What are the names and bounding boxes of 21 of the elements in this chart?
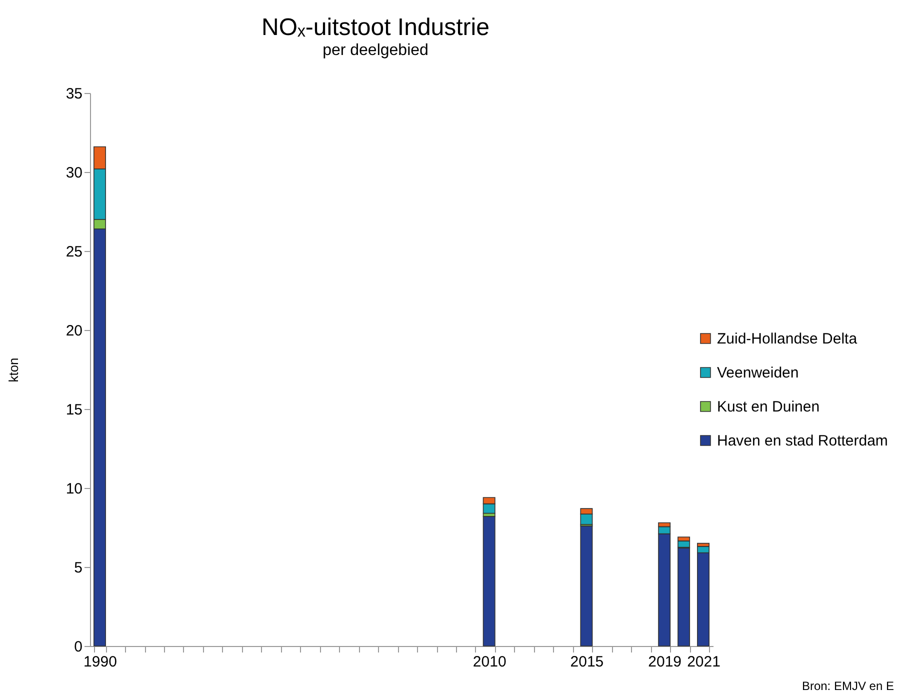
x-tick-label: 2019 — [648, 654, 682, 670]
text: Bron: EMJV en E — [802, 679, 894, 693]
y-tick-label: 20 — [66, 322, 82, 340]
legend-label: Kust en Duinen — [717, 398, 820, 416]
x-tick-label: 2010 — [472, 654, 506, 670]
y-tick-label: 25 — [66, 244, 82, 260]
legend-label: Zuid-Hollandse Delta — [717, 330, 858, 348]
y-tick-label: 15 — [66, 402, 82, 418]
chart-subtitle: per deelgebied — [322, 42, 428, 59]
y-tick-label: 0 — [74, 638, 82, 656]
y-tick-label: 30 — [66, 164, 82, 182]
y-axis-title: kton — [6, 358, 21, 382]
x-tick-label: 1990 — [84, 654, 117, 670]
x-tick-label: 2021 — [687, 654, 720, 670]
y-tick-label: 5 — [74, 560, 82, 576]
x-tick-label: 2015 — [570, 654, 604, 670]
legend-label: Veenweiden — [717, 364, 799, 382]
y-tick-label: 10 — [66, 480, 82, 498]
chart-title: NOₓ-uitstoot Industrie — [262, 14, 490, 41]
legend-label: Haven en stad Rotterdam — [717, 432, 888, 450]
y-tick-label: 35 — [66, 86, 82, 102]
